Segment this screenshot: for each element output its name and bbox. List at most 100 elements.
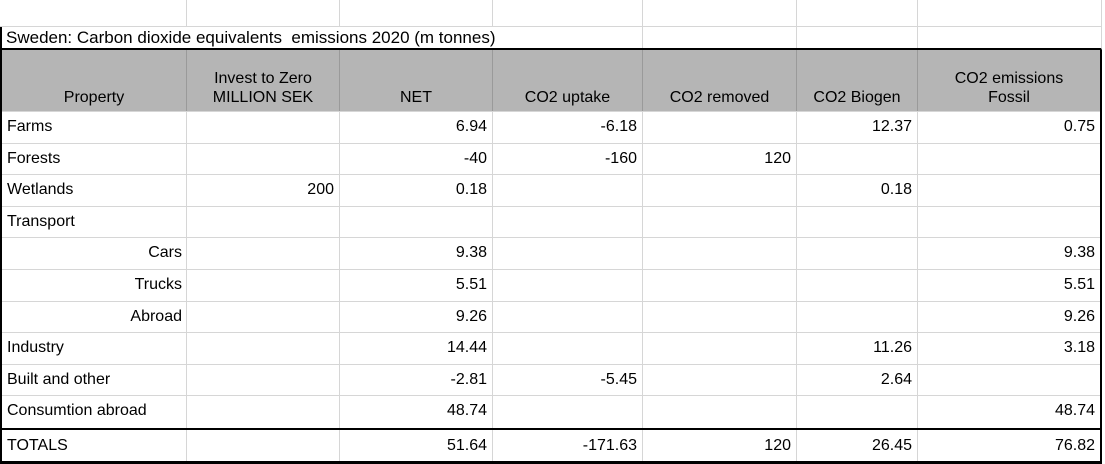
cell-net[interactable]: -2.81 <box>340 364 493 396</box>
cell-net[interactable]: 6.94 <box>340 112 493 143</box>
cell-net[interactable]: 51.64 <box>340 429 493 461</box>
cell-biogen[interactable] <box>797 269 918 301</box>
cell-biogen[interactable] <box>797 396 918 428</box>
cell-removed[interactable]: 120 <box>643 143 797 175</box>
cell-fossil[interactable] <box>918 144 1100 175</box>
cell-removed[interactable] <box>643 269 797 301</box>
empty-cell[interactable] <box>643 27 797 48</box>
cell-invest[interactable] <box>187 396 340 428</box>
cell-biogen[interactable]: 2.64 <box>797 364 918 396</box>
cell-removed[interactable] <box>643 364 797 396</box>
empty-cell[interactable] <box>797 0 918 26</box>
cell-invest[interactable] <box>187 206 340 238</box>
cell-property[interactable]: TOTALS <box>2 429 187 461</box>
cell-fossil[interactable]: 9.38 <box>1063 244 1095 262</box>
cell-uptake[interactable] <box>493 238 643 269</box>
cell-net[interactable]: 9.38 <box>340 238 493 269</box>
sheet-title-cell[interactable]: Sweden: Carbon dioxide equivalents emiss… <box>2 27 643 48</box>
cell-uptake[interactable] <box>493 333 643 364</box>
cell-uptake[interactable] <box>493 301 643 333</box>
cell-invest[interactable] <box>187 238 340 269</box>
cell-invest[interactable] <box>187 364 340 396</box>
header-co2-uptake[interactable]: CO2 uptake <box>493 50 643 111</box>
cell-removed[interactable]: 120 <box>643 429 797 461</box>
cell-removed[interactable] <box>643 206 797 238</box>
cell-fossil[interactable]: 3.18 <box>1063 339 1095 357</box>
cell-property[interactable]: Industry <box>2 333 187 364</box>
cell-removed[interactable] <box>643 112 797 143</box>
cell-property[interactable]: Cars <box>2 238 187 269</box>
cell-fossil[interactable]: 9.26 <box>1063 307 1095 325</box>
cell-uptake[interactable] <box>493 269 643 301</box>
cell-uptake[interactable] <box>493 206 643 238</box>
cell-removed[interactable] <box>643 238 797 269</box>
cell-invest[interactable] <box>187 429 340 461</box>
cell-property[interactable]: Forests <box>2 143 187 175</box>
header-invest-to-zero[interactable]: Invest to Zero MILLION SEK <box>187 50 340 111</box>
cell-fossil[interactable] <box>918 207 1100 238</box>
cell-uptake[interactable] <box>493 175 643 206</box>
cell-fossil[interactable]: 76.82 <box>1054 436 1095 454</box>
header-co2-emissions-fossil[interactable]: CO2 emissions Fossil <box>954 70 1064 106</box>
cell-fossil[interactable]: 0.75 <box>1063 118 1095 135</box>
header-co2-biogen[interactable]: CO2 Biogen <box>797 50 918 111</box>
empty-cell[interactable] <box>797 27 918 48</box>
cell-net[interactable]: 48.74 <box>340 396 493 428</box>
cell-property[interactable]: Trucks <box>2 269 187 301</box>
cell-invest[interactable] <box>187 112 340 143</box>
cell-biogen[interactable] <box>797 143 918 175</box>
emissions-table: Property Invest to Zero MILLION SEK NET … <box>0 50 1102 464</box>
cell-biogen[interactable]: 12.37 <box>797 112 918 143</box>
empty-cell[interactable] <box>493 0 643 26</box>
cell-removed[interactable] <box>643 301 797 333</box>
cell-biogen[interactable] <box>797 238 918 269</box>
cell-removed[interactable] <box>643 175 797 206</box>
header-property[interactable]: Property <box>2 50 187 111</box>
cell-uptake[interactable]: -160 <box>493 143 643 175</box>
cell-biogen[interactable]: 11.26 <box>797 333 918 364</box>
cell-biogen[interactable]: 26.45 <box>797 429 918 461</box>
cell-invest[interactable] <box>187 301 340 333</box>
cell-invest[interactable] <box>187 143 340 175</box>
cell-biogen[interactable] <box>797 301 918 333</box>
cell-removed[interactable] <box>643 396 797 428</box>
cell-uptake[interactable]: -171.63 <box>493 429 643 461</box>
header-co2-removed[interactable]: CO2 removed <box>643 50 797 111</box>
cell-property[interactable]: Built and other <box>2 364 187 396</box>
empty-cell[interactable] <box>918 0 1102 26</box>
empty-cell[interactable] <box>918 27 1101 48</box>
cell-net[interactable] <box>340 206 493 238</box>
header-net[interactable]: NET <box>340 50 493 111</box>
cell-net[interactable]: 14.44 <box>340 333 493 364</box>
cell-fossil[interactable] <box>918 365 1100 396</box>
empty-cell[interactable] <box>340 0 493 26</box>
cell-invest[interactable] <box>187 269 340 301</box>
cell-invest[interactable]: 200 <box>187 175 340 206</box>
cell-net[interactable]: 0.18 <box>340 175 493 206</box>
cell-fossil[interactable]: 5.51 <box>1063 275 1095 293</box>
cell-invest[interactable] <box>187 333 340 364</box>
empty-cell[interactable] <box>0 0 187 26</box>
row-industry: Industry 14.44 11.26 3.18 <box>2 333 1100 365</box>
cell-biogen[interactable] <box>797 206 918 238</box>
empty-cell[interactable] <box>643 0 797 26</box>
cell-property[interactable]: Consumtion abroad <box>2 396 187 428</box>
cell-net[interactable]: 5.51 <box>340 269 493 301</box>
cell-uptake[interactable]: -5.45 <box>493 364 643 396</box>
empty-cell[interactable] <box>187 0 340 26</box>
cell-fossil[interactable]: 48.74 <box>1054 402 1095 420</box>
cell-removed[interactable] <box>643 333 797 364</box>
empty-row <box>0 0 1102 27</box>
cell-property[interactable]: Abroad <box>2 301 187 333</box>
cell-property[interactable]: Transport <box>2 206 187 238</box>
row-cars: Cars 9.38 9.38 <box>2 238 1100 270</box>
cell-fossil[interactable] <box>918 175 1100 206</box>
cell-biogen[interactable]: 0.18 <box>797 175 918 206</box>
cell-property[interactable]: Wetlands <box>2 175 187 206</box>
cell-property[interactable]: Farms <box>2 112 187 143</box>
cell-uptake[interactable] <box>493 396 643 428</box>
cell-net[interactable]: 9.26 <box>340 301 493 333</box>
row-trucks: Trucks 5.51 5.51 <box>2 269 1100 302</box>
cell-net[interactable]: -40 <box>340 143 493 175</box>
cell-uptake[interactable]: -6.18 <box>493 112 643 143</box>
